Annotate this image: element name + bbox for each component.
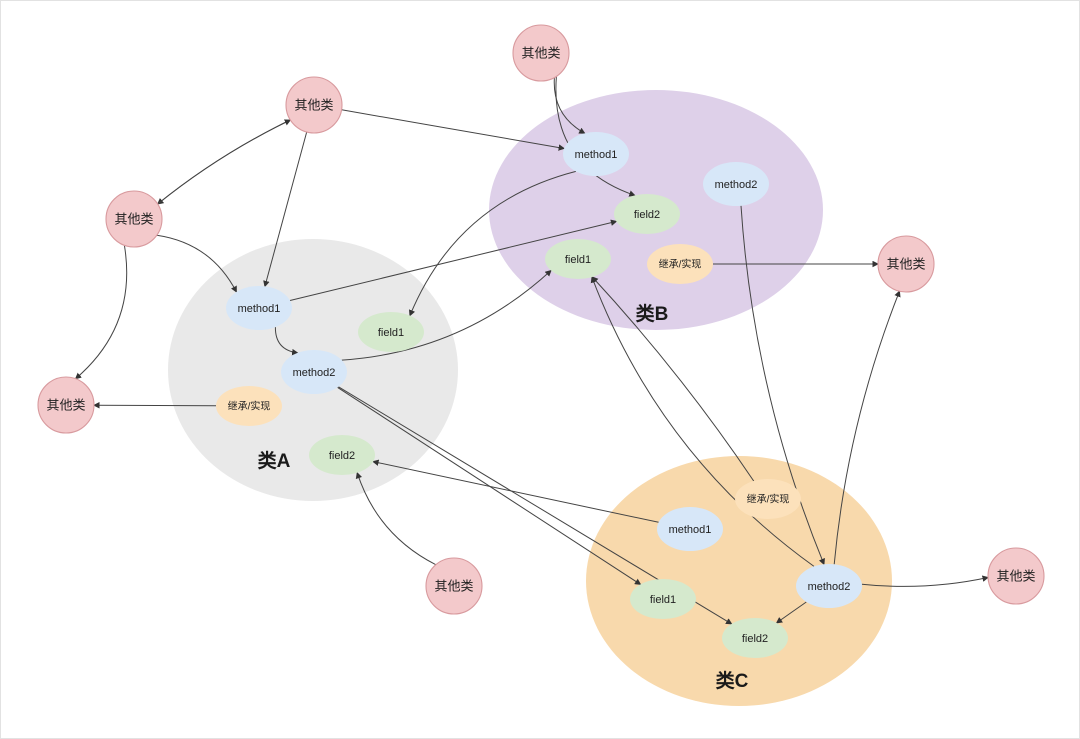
svg-text:method1: method1 — [238, 303, 281, 315]
svg-text:method1: method1 — [669, 524, 712, 536]
svg-text:类A: 类A — [258, 449, 291, 472]
svg-text:其他类: 其他类 — [294, 98, 333, 113]
svg-text:field2: field2 — [329, 450, 355, 462]
svg-text:field2: field2 — [742, 633, 768, 645]
svg-text:field1: field1 — [378, 327, 404, 339]
svg-text:其他类: 其他类 — [46, 398, 85, 413]
svg-text:method2: method2 — [715, 179, 758, 191]
svg-text:其他类: 其他类 — [114, 212, 153, 227]
svg-text:继承/实现: 继承/实现 — [747, 493, 790, 506]
svg-text:field1: field1 — [565, 254, 591, 266]
svg-text:继承/实现: 继承/实现 — [228, 400, 271, 413]
svg-text:其他类: 其他类 — [996, 569, 1035, 584]
svg-text:其他类: 其他类 — [886, 257, 925, 272]
svg-text:method1: method1 — [575, 149, 618, 161]
svg-text:类B: 类B — [636, 302, 669, 325]
svg-text:field1: field1 — [650, 594, 676, 606]
svg-text:继承/实现: 继承/实现 — [659, 258, 702, 271]
svg-text:field2: field2 — [634, 209, 660, 221]
svg-text:method2: method2 — [293, 367, 336, 379]
svg-text:类C: 类C — [716, 669, 749, 692]
svg-text:method2: method2 — [808, 581, 851, 593]
svg-text:其他类: 其他类 — [434, 579, 473, 594]
svg-text:其他类: 其他类 — [521, 46, 560, 61]
